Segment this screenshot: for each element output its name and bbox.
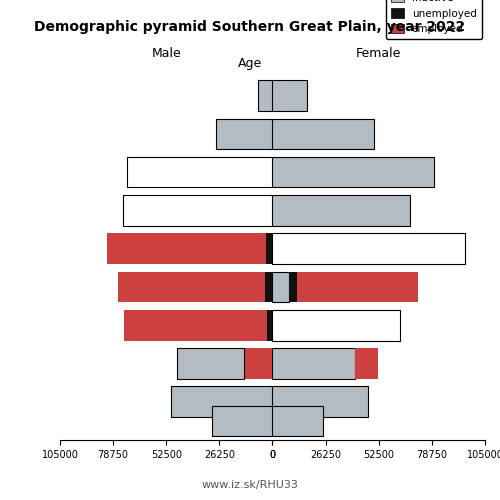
Bar [268,310,272,340]
Bar [272,195,410,226]
Bar [272,310,400,340]
Bar [272,157,434,188]
Text: 25: 25 [278,320,291,330]
Bar [258,80,272,111]
Text: 75: 75 [278,129,291,139]
Bar [266,234,272,264]
Bar [216,118,272,149]
Bar [122,195,272,226]
Bar [272,272,288,302]
Bar [118,272,266,302]
Text: Age: Age [238,58,262,70]
Text: Demographic pyramid Southern Great Plain, year 2022: Demographic pyramid Southern Great Plain… [34,20,466,34]
Bar [272,348,355,379]
Bar [288,272,297,302]
Text: 35: 35 [278,282,291,292]
Text: 45: 45 [278,244,291,254]
Bar [178,348,244,379]
Text: 85: 85 [278,90,291,101]
Text: 55: 55 [278,206,291,216]
Text: 0: 0 [278,416,284,426]
Text: www.iz.sk/RHU33: www.iz.sk/RHU33 [202,480,298,490]
Title: Female: Female [356,46,402,60]
Bar [266,272,272,302]
Bar [244,348,272,379]
Bar [212,406,272,436]
Bar [356,348,378,379]
Title: Male: Male [152,46,181,60]
Bar [272,406,323,436]
Bar [272,386,368,417]
Text: 65: 65 [278,167,291,177]
Text: 5: 5 [278,396,284,406]
Bar [124,310,268,340]
Bar [272,80,307,111]
Bar [172,386,272,417]
Legend: inactive, unemployed, employed: inactive, unemployed, employed [386,0,482,39]
Bar [297,272,418,302]
Bar [272,118,374,149]
Bar [106,234,266,264]
Bar [272,234,465,264]
Bar [127,157,272,188]
Text: 15: 15 [278,358,291,368]
